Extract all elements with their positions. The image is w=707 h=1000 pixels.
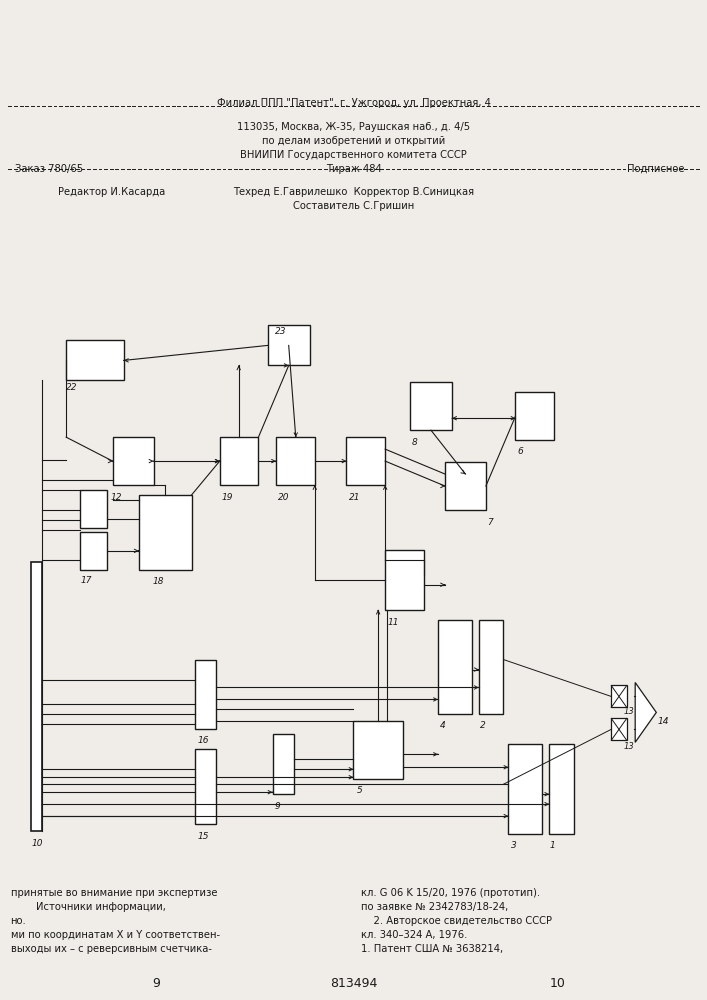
Text: 16: 16 — [197, 736, 209, 745]
Text: 21: 21 — [349, 493, 360, 502]
Text: 9: 9 — [153, 977, 160, 990]
Bar — [195, 660, 216, 729]
Bar — [112, 437, 153, 485]
Text: 14: 14 — [658, 717, 670, 726]
Text: 13: 13 — [624, 707, 635, 716]
Text: ВНИИПИ Государственного комитета СССР: ВНИИПИ Государственного комитета СССР — [240, 150, 467, 160]
Bar — [612, 685, 626, 707]
Text: 13: 13 — [624, 742, 635, 751]
Text: кл. 340–324 А, 1976.: кл. 340–324 А, 1976. — [361, 930, 467, 940]
Text: 1. Патент США № 3638214,: 1. Патент США № 3638214, — [361, 944, 503, 954]
Text: Подписное: Подписное — [627, 164, 684, 174]
Text: 2. Авторское свидетельство СССР: 2. Авторское свидетельство СССР — [361, 916, 551, 926]
Text: по заявке № 2342783/18-24,: по заявке № 2342783/18-24, — [361, 902, 508, 912]
Text: Филиал ППП "Патент", г. Ужгород, ул. Проектная, 4: Филиал ППП "Патент", г. Ужгород, ул. Про… — [216, 98, 491, 108]
Text: Источники информации,: Источники информации, — [11, 902, 165, 912]
Text: кл. G 06 K 15/20, 1976 (прототип).: кл. G 06 K 15/20, 1976 (прототип). — [361, 888, 539, 898]
Text: 17: 17 — [81, 576, 92, 585]
Bar — [81, 490, 107, 528]
Text: по делам изобретений и открытий: по делам изобретений и открытий — [262, 136, 445, 146]
Bar — [438, 620, 472, 714]
Text: 18: 18 — [153, 577, 164, 586]
Text: 15: 15 — [197, 832, 209, 841]
Text: 5: 5 — [356, 786, 362, 795]
Bar — [267, 325, 310, 365]
Text: 12: 12 — [110, 493, 122, 502]
Bar — [508, 744, 542, 834]
Text: 3: 3 — [510, 841, 516, 850]
Text: 10: 10 — [32, 839, 43, 848]
Bar — [272, 734, 293, 794]
Text: 7: 7 — [487, 518, 493, 527]
Bar — [66, 340, 124, 380]
Text: 23: 23 — [274, 327, 286, 336]
Bar — [385, 550, 424, 610]
Bar — [549, 744, 574, 834]
Bar — [276, 437, 315, 485]
Text: но.: но. — [11, 916, 26, 926]
Text: 19: 19 — [222, 493, 233, 502]
Bar — [445, 462, 486, 510]
Text: принятые во внимание при экспертизе: принятые во внимание при экспертизе — [11, 888, 217, 898]
Bar — [410, 382, 452, 430]
Text: 813494: 813494 — [329, 977, 378, 990]
Text: 22: 22 — [66, 383, 78, 392]
Text: 8: 8 — [412, 438, 418, 447]
Bar — [81, 532, 107, 570]
Text: 1: 1 — [550, 841, 556, 850]
Text: выходы их – с реверсивным счетчика-: выходы их – с реверсивным счетчика- — [11, 944, 211, 954]
Text: 113035, Москва, Ж-35, Раушская наб., д. 4/5: 113035, Москва, Ж-35, Раушская наб., д. … — [237, 122, 470, 132]
Bar — [139, 495, 192, 570]
Text: 10: 10 — [550, 977, 566, 990]
Text: ми по координатам X и Y соответствен-: ми по координатам X и Y соответствен- — [11, 930, 220, 940]
Text: Редактор И.Касарда: Редактор И.Касарда — [58, 187, 165, 197]
Bar — [479, 620, 503, 714]
Bar — [612, 718, 626, 740]
Text: 9: 9 — [274, 802, 281, 811]
Text: Заказ 780/65: Заказ 780/65 — [16, 164, 83, 174]
Text: 2: 2 — [479, 721, 485, 730]
Bar — [220, 437, 259, 485]
Text: 6: 6 — [518, 447, 523, 456]
Bar — [195, 749, 216, 824]
Text: 20: 20 — [278, 493, 290, 502]
Bar — [354, 721, 403, 779]
Bar — [515, 392, 554, 440]
Text: 11: 11 — [387, 618, 399, 627]
Polygon shape — [635, 682, 656, 742]
Text: Техред Е.Гаврилешко  Корректор В.Синицкая: Техред Е.Гаврилешко Корректор В.Синицкая — [233, 187, 474, 197]
Bar — [31, 562, 42, 831]
Text: Тираж 484: Тираж 484 — [326, 164, 381, 174]
Text: 4: 4 — [440, 721, 446, 730]
Bar — [346, 437, 385, 485]
Text: Составитель С.Гришин: Составитель С.Гришин — [293, 201, 414, 211]
